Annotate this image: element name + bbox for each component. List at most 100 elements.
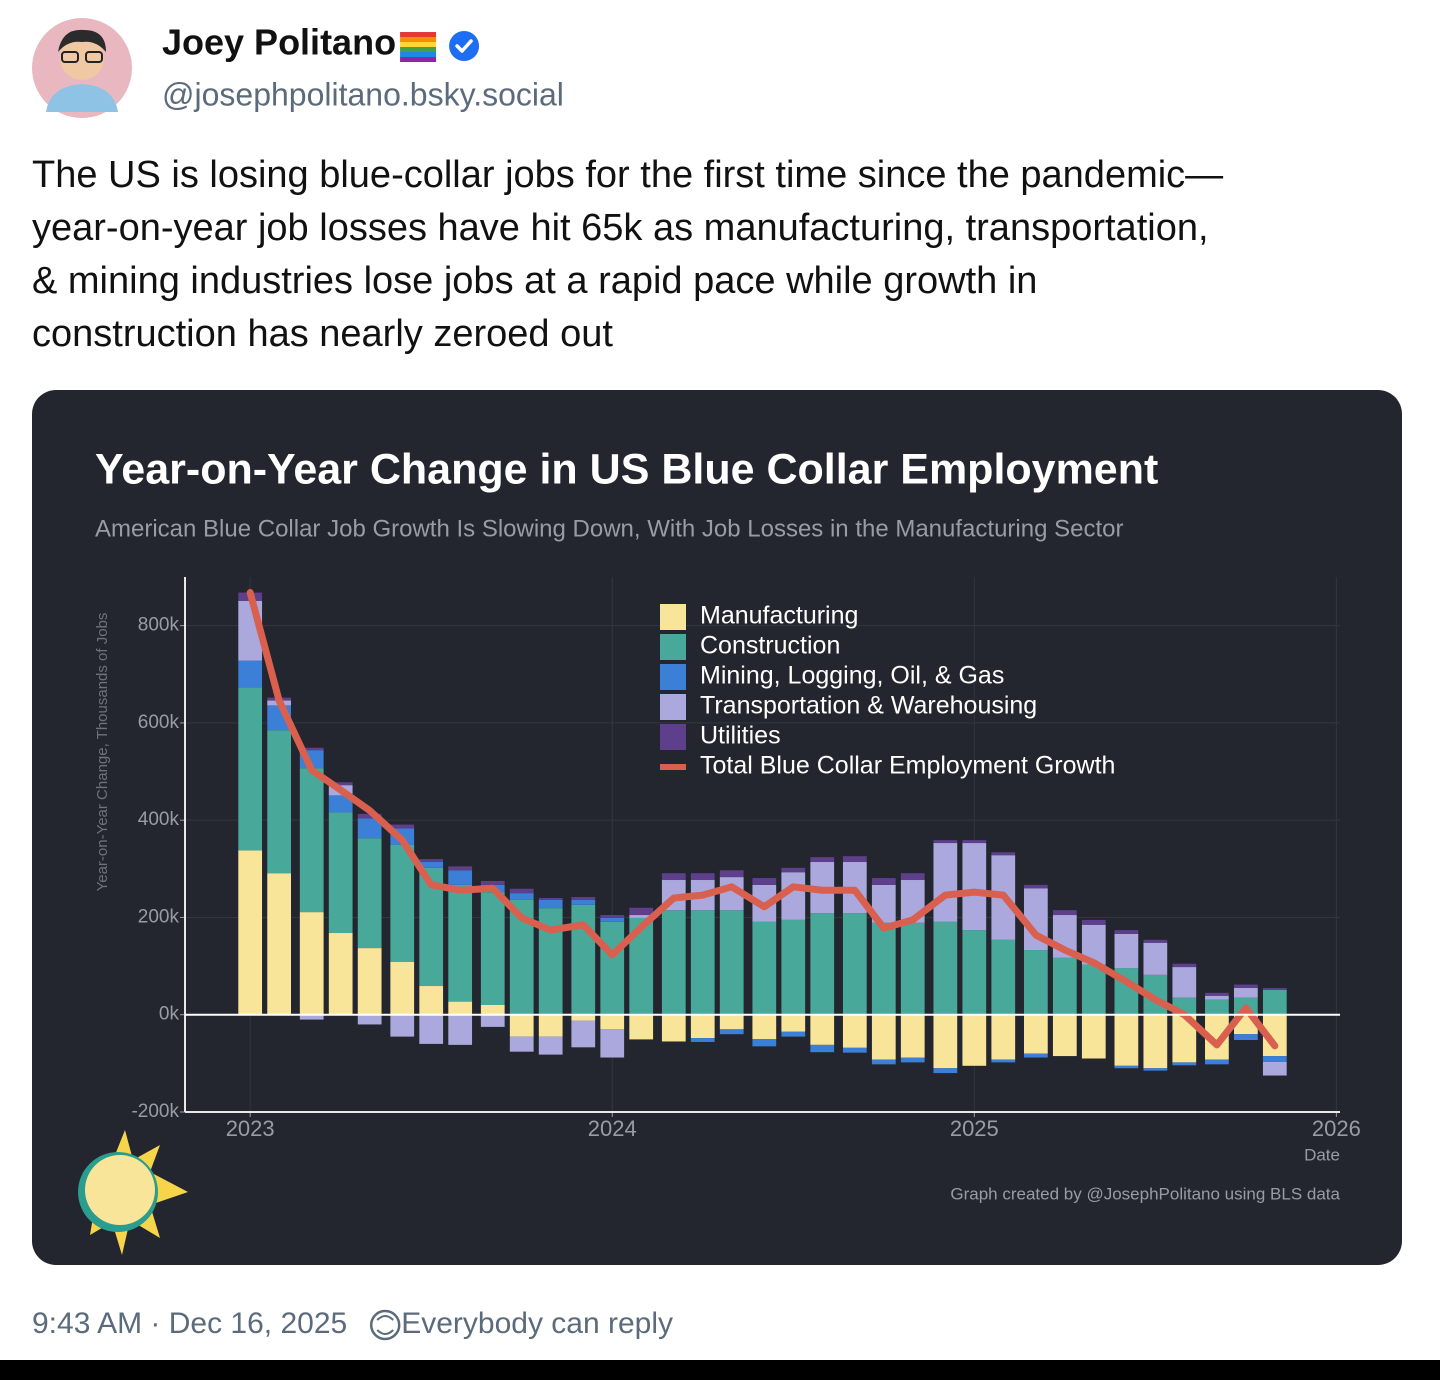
bar-segment [600,915,625,918]
bar-segment [390,1014,415,1037]
y-tick-label: 200k [138,906,180,927]
bar-segment [357,838,382,949]
bar-segment [299,1014,324,1020]
bar-segment [781,919,806,1015]
bar-segment [1205,1014,1229,1060]
bar-segment [357,948,382,1015]
timestamp[interactable]: 9:43 AM · Dec 16, 2025 [32,1307,347,1340]
bar-segment [842,1014,867,1048]
legend-label: Total Blue Collar Employment Growth [700,752,1115,780]
bar-segment [1023,950,1048,1015]
bar-segment [448,866,473,871]
bar-segment [509,888,534,894]
bar-segment [1114,933,1139,969]
avatar-face [60,36,104,80]
bar-segment [448,1001,473,1015]
bar-segment [480,1014,505,1027]
bar-segment [357,1014,382,1025]
bar-segment [1081,919,1106,925]
legend-swatch [660,694,686,720]
bar-segment [690,910,715,1015]
bar-segment [1081,964,1106,1015]
reply-icon [369,1309,401,1341]
bar-segment [1233,984,1258,988]
bar-segment [629,907,654,916]
avatar[interactable] [32,18,132,118]
avatar-glasses [61,51,79,63]
legend-label: Transportation & Warehousing [700,692,1037,720]
author-name[interactable]: Joey Politano [162,22,396,63]
bar-segment [781,1014,806,1032]
bar-segment [390,824,415,829]
post-text-line: & mining industries lose jobs at a rapid… [32,260,1037,302]
bar-segment [571,899,596,905]
plot: -200k 0k 200k 400k 600k 800k 2023 2024 2025 2026 M… [131,577,1361,1141]
bar-segment [629,1014,654,1040]
reply-setting[interactable]: Everybody can reply [401,1307,673,1340]
sun-logo [78,1130,188,1255]
bar-segment [629,915,654,918]
bottom-bar [0,1360,1440,1380]
bar-segment [842,856,867,863]
avatar-shirt [46,84,118,112]
bar-segment [1023,1014,1048,1054]
sun-core [85,1155,155,1225]
bar-segment [962,843,987,931]
legend-label: Utilities [700,722,781,750]
total-line [246,589,1279,1050]
bar-segment [1172,1062,1197,1066]
bar-segment [871,1059,896,1065]
bar-segment [1143,942,1168,975]
bar-segment [571,897,596,900]
bar-segment [752,878,777,885]
bar-segment [1143,1068,1168,1071]
chart-credit: Graph created by @JosephPolitano using B… [950,1184,1340,1203]
bar-segment [810,857,835,863]
author-handle[interactable]: @josephpolitano.bsky.social [162,76,564,112]
bar-segment [719,870,744,878]
bar-segment [390,961,415,1015]
bar-segment [480,892,505,1005]
bar-segment [448,870,473,885]
x-tick-label: 2024 [588,1116,637,1141]
bar-segment [900,1057,925,1063]
bar-segment [962,930,987,1015]
bar-segment [629,1039,654,1041]
bar-segment [328,933,353,1015]
bar-segment [419,859,444,863]
bar-segment [267,873,292,1015]
bar-segment [1052,1014,1077,1057]
y-tick-label: 800k [138,615,180,636]
bar-segment [991,852,1016,856]
legend-swatch [660,664,686,690]
bar-segment [448,884,473,1002]
bar-segment [661,1014,686,1042]
post-text-line: construction has nearly zeroed out [32,313,613,355]
bar-segment [1262,1014,1287,1057]
bar-segment [571,1014,596,1021]
bar-segment [719,1029,744,1035]
bar-segment [357,818,382,839]
bar-segment [238,850,263,1015]
bar-segment [933,843,958,922]
bar-segment [267,730,292,874]
flag-stripe [400,32,437,37]
bar-segment [509,1014,534,1037]
bar-segment [933,921,958,1015]
flag-stripe [400,37,437,42]
bar-segment [962,1014,987,1066]
author-badges [400,31,480,62]
chart-title: Year-on-Year Change in US Blue Collar Em… [95,445,1158,493]
bar-segment [1172,1014,1197,1063]
post-text-line: year-on-year job losses have hit 65k as … [32,207,1209,249]
x-axis-label: Date [1304,1145,1340,1164]
bar-segment [600,1014,625,1030]
legend-swatch [660,764,686,770]
bar-segment [1143,939,1168,943]
chart-subtitle: American Blue Collar Job Growth Is Slowi… [95,515,1123,542]
bar-segment [357,813,382,819]
bar-segment [781,1031,806,1037]
bar-segment [752,921,777,1015]
